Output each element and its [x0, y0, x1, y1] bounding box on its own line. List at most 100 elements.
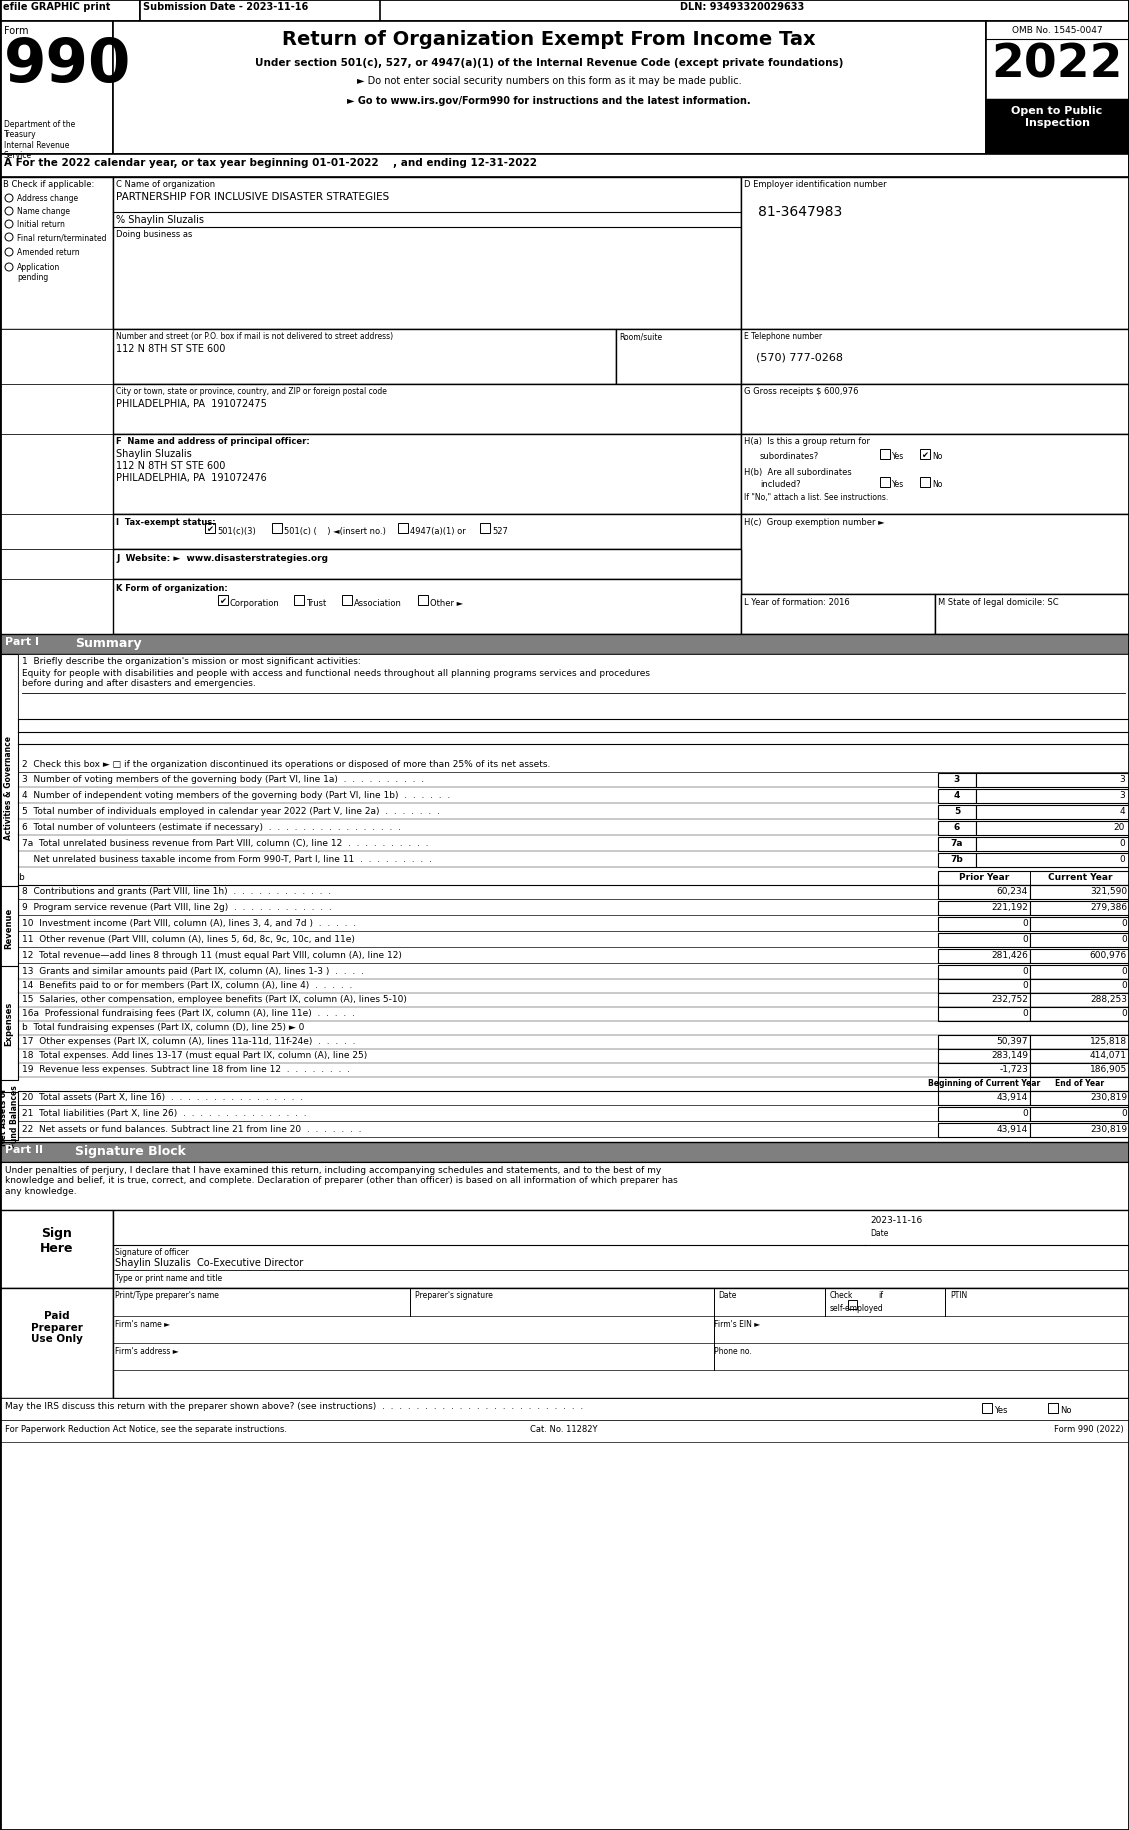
Bar [741, 595, 935, 635]
Text: 20: 20 [1113, 822, 1124, 831]
Text: Part I: Part I [5, 637, 40, 646]
Text: ► Go to www.irs.gov/Form990 for instructions and the latest information.: ► Go to www.irs.gov/Form990 for instruct… [348, 95, 751, 106]
Text: 288,253: 288,253 [1089, 994, 1127, 1003]
Text: subordinates?: subordinates? [760, 452, 820, 461]
Text: 0: 0 [1119, 855, 1124, 864]
Bar [938, 871, 1129, 886]
Bar [938, 933, 1030, 948]
Text: No: No [933, 452, 943, 461]
Text: (570) 777-0268: (570) 777-0268 [756, 353, 843, 362]
Bar [938, 994, 1030, 1008]
Text: Yes: Yes [892, 479, 904, 489]
Text: 112 N 8TH ST STE 600: 112 N 8TH ST STE 600 [116, 461, 226, 470]
Text: PHILADELPHIA, PA  191072476: PHILADELPHIA, PA 191072476 [116, 472, 266, 483]
Bar [879, 478, 890, 489]
Bar [1030, 1036, 1129, 1049]
Text: 281,426: 281,426 [991, 950, 1029, 959]
Text: 5  Total number of individuals employed in calendar year 2022 (Part V, line 2a) : 5 Total number of individuals employed i… [21, 807, 440, 816]
Text: Check: Check [830, 1290, 854, 1299]
Bar [938, 1008, 1030, 1021]
Text: 20  Total assets (Part X, line 16)  .  .  .  .  .  .  .  .  .  .  .  .  .  .  . : 20 Total assets (Part X, line 16) . . . … [21, 1093, 303, 1102]
Bar [0, 0, 1129, 22]
Bar [294, 597, 304, 606]
Bar [205, 523, 215, 534]
Bar [879, 450, 890, 459]
Text: 3: 3 [954, 774, 960, 783]
Bar [975, 822, 1129, 836]
Text: 15  Salaries, other compensation, employee benefits (Part IX, column (A), lines : 15 Salaries, other compensation, employe… [21, 994, 406, 1003]
Text: 43,914: 43,914 [997, 1124, 1029, 1133]
Text: ✔: ✔ [921, 450, 928, 459]
Text: 414,071: 414,071 [1089, 1050, 1127, 1060]
Text: 14  Benefits paid to or for members (Part IX, column (A), line 4)  .  .  .  .  .: 14 Benefits paid to or for members (Part… [21, 981, 352, 990]
Text: 81-3647983: 81-3647983 [758, 205, 842, 220]
Text: 0: 0 [1022, 966, 1029, 975]
Bar [1048, 1404, 1058, 1413]
Text: Date: Date [718, 1290, 736, 1299]
Bar [938, 917, 1030, 931]
Text: 9  Program service revenue (Part VIII, line 2g)  .  .  .  .  .  .  .  .  .  .  .: 9 Program service revenue (Part VIII, li… [21, 902, 332, 911]
Bar [1030, 966, 1129, 979]
Bar [0, 1093, 18, 1140]
Text: PHILADELPHIA, PA  191072475: PHILADELPHIA, PA 191072475 [116, 399, 266, 408]
Text: 0: 0 [1121, 1109, 1127, 1118]
Bar [975, 805, 1129, 820]
Bar [938, 789, 975, 803]
Text: Yes: Yes [892, 452, 904, 461]
Text: 0: 0 [1121, 1008, 1127, 1017]
Text: City or town, state or province, country, and ZIP or foreign postal code: City or town, state or province, country… [116, 386, 387, 395]
Text: Beginning of Current Year: Beginning of Current Year [928, 1078, 1040, 1087]
Text: H(a)  Is this a group return for: H(a) Is this a group return for [744, 437, 870, 447]
Bar [399, 523, 408, 534]
Text: Name change: Name change [17, 207, 70, 216]
Text: G Gross receipts $ 600,976: G Gross receipts $ 600,976 [744, 386, 858, 395]
Bar [920, 478, 930, 489]
Bar [938, 1049, 1030, 1063]
Bar [0, 22, 113, 156]
Bar [848, 1301, 857, 1308]
Bar [938, 1078, 1129, 1091]
Bar [935, 595, 1129, 635]
Bar [1030, 886, 1129, 900]
Text: Department of the
Treasury
Internal Revenue
Service: Department of the Treasury Internal Reve… [5, 121, 76, 159]
Text: % Shaylin Sluzalis: % Shaylin Sluzalis [116, 214, 204, 225]
Text: Doing business as: Doing business as [116, 231, 192, 240]
Text: 4  Number of independent voting members of the governing body (Part VI, line 1b): 4 Number of independent voting members o… [21, 791, 450, 800]
Text: 0: 0 [1121, 919, 1127, 928]
Bar [938, 1091, 1030, 1105]
Text: Association: Association [355, 598, 402, 608]
Bar [0, 549, 113, 580]
Bar [113, 549, 741, 580]
Bar [986, 22, 1129, 156]
Text: 3: 3 [1119, 791, 1124, 800]
Bar [938, 853, 975, 867]
Bar [975, 853, 1129, 867]
Bar [1030, 1091, 1129, 1105]
Bar [1030, 1107, 1129, 1122]
Text: 6  Total number of volunteers (estimate if necessary)  .  .  .  .  .  .  .  .  .: 6 Total number of volunteers (estimate i… [21, 822, 401, 831]
Text: PTIN: PTIN [949, 1290, 968, 1299]
Bar [0, 178, 113, 329]
Bar [938, 1036, 1030, 1049]
Bar [741, 514, 1129, 595]
Text: F  Name and address of principal officer:: F Name and address of principal officer: [116, 437, 309, 447]
Text: 10  Investment income (Part VIII, column (A), lines 3, 4, and 7d )  .  .  .  .  : 10 Investment income (Part VIII, column … [21, 919, 356, 928]
Text: Summary: Summary [75, 637, 141, 650]
Text: Firm's EIN ►: Firm's EIN ► [714, 1319, 760, 1329]
Bar [113, 1288, 1129, 1398]
Bar [0, 436, 113, 514]
Bar [0, 886, 18, 968]
Bar [418, 597, 428, 606]
Text: Print/Type preparer's name: Print/Type preparer's name [115, 1290, 219, 1299]
Text: 17  Other expenses (Part IX, column (A), lines 11a-11d, 11f-24e)  .  .  .  .  .: 17 Other expenses (Part IX, column (A), … [21, 1036, 356, 1045]
Text: A For the 2022 calendar year, or tax year beginning 01-01-2022    , and ending 1: A For the 2022 calendar year, or tax yea… [5, 157, 537, 168]
Text: H(c)  Group exemption number ►: H(c) Group exemption number ► [744, 518, 885, 527]
Text: 4: 4 [1119, 807, 1124, 816]
Text: 11  Other revenue (Part VIII, column (A), lines 5, 6d, 8c, 9c, 10c, and 11e): 11 Other revenue (Part VIII, column (A),… [21, 935, 355, 944]
Bar [0, 1420, 1129, 1442]
Bar [0, 635, 1129, 655]
Bar [480, 523, 490, 534]
Text: Shaylin Sluzalis: Shaylin Sluzalis [116, 448, 192, 459]
Text: 22  Net assets or fund balances. Subtract line 21 from line 20  .  .  .  .  .  .: 22 Net assets or fund balances. Subtract… [21, 1124, 361, 1133]
Text: 2  Check this box ► □ if the organization discontinued its operations or dispose: 2 Check this box ► □ if the organization… [21, 759, 550, 769]
